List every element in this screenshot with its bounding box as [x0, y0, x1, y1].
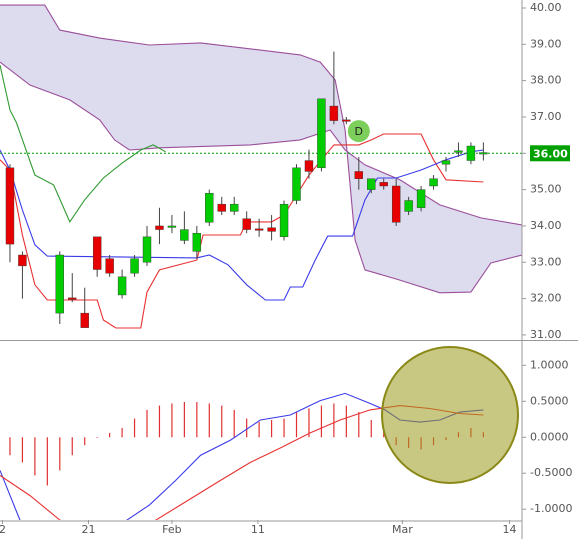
- kijun-line: [0, 149, 484, 301]
- y-tick-label: 33.00: [530, 255, 562, 268]
- candle-body: [68, 297, 77, 300]
- y-tick-label: 32.00: [530, 292, 562, 305]
- candle-body: [254, 228, 264, 231]
- candle-body: [292, 167, 301, 201]
- candle-body: [429, 178, 438, 187]
- candle-body: [105, 258, 114, 274]
- annotation-marker: [347, 120, 370, 143]
- candle-body: [18, 254, 27, 267]
- candle-body: [279, 203, 289, 238]
- x-tick-label: 2: [0, 523, 6, 536]
- y-tick-label: 31.00: [530, 328, 562, 341]
- candle-body: [441, 160, 451, 165]
- candle-body: [242, 218, 251, 230]
- candle-body: [416, 189, 426, 208]
- annotation-label: D: [355, 125, 363, 138]
- candle-body: [466, 145, 476, 161]
- candle-body: [267, 227, 276, 232]
- candle-body: [479, 152, 488, 155]
- y-tick-label: 40.00: [530, 1, 562, 14]
- candle-body: [342, 119, 351, 122]
- x-tick-label: 21: [81, 523, 95, 536]
- candle-body: [92, 236, 102, 270]
- candle-body: [117, 276, 127, 296]
- candle-body: [205, 193, 214, 223]
- span-b-line: [0, 4, 522, 294]
- candle-body: [142, 236, 152, 263]
- y-tick-label: 39.00: [530, 37, 562, 50]
- candle-body: [379, 182, 388, 187]
- candle-body: [130, 258, 139, 274]
- candle-body: [391, 185, 401, 223]
- y-tick-label: 0.0000: [530, 430, 569, 443]
- candle-body: [55, 254, 64, 314]
- candle-body: [454, 150, 463, 153]
- candle-body: [317, 98, 326, 169]
- x-tick-label: Mar: [392, 523, 413, 536]
- y-tick-label: 0.5000: [530, 394, 569, 407]
- x-tick-label: Feb: [162, 523, 181, 536]
- y-tick-label: -1.0000: [530, 502, 572, 515]
- candle-body: [404, 200, 413, 212]
- candle-body: [167, 225, 177, 228]
- y-tick-label: 37.00: [530, 110, 562, 123]
- y-tick-label: 38.00: [530, 74, 562, 87]
- candle-body: [180, 229, 189, 241]
- candle-body: [80, 312, 89, 328]
- x-tick-label: 14: [503, 523, 517, 536]
- cloud: [0, 5, 522, 293]
- candle-body: [192, 233, 202, 252]
- price-plot: D: [0, 4, 522, 329]
- y-tick-label: 35.00: [530, 183, 562, 196]
- price-label-box: [530, 145, 570, 162]
- candle-body: [230, 203, 239, 212]
- x-tick-label: 11: [251, 523, 265, 536]
- candle-body: [155, 225, 164, 230]
- y-tick-label: 34.00: [530, 219, 562, 232]
- chikou-line: [0, 64, 166, 224]
- y-tick-label: 1.0000: [530, 358, 569, 371]
- candle-body: [217, 203, 226, 212]
- candle-body: [367, 178, 376, 190]
- price-label: 36.00: [533, 147, 568, 160]
- y-tick-label: -0.5000: [530, 466, 572, 479]
- axes: 31.00 32.00 33.00 34.00 35.00 36.00 37.00 38.00…: [0, 1, 572, 536]
- candle-body: [329, 105, 339, 121]
- candle-body: [5, 167, 15, 245]
- highlight-circle: [381, 346, 519, 484]
- candle-body: [304, 160, 314, 172]
- candle-body: [354, 171, 363, 179]
